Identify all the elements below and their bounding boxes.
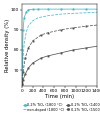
X-axis label: Time (min): Time (min) xyxy=(45,94,74,99)
Y-axis label: Relative density (%): Relative density (%) xyxy=(5,18,10,71)
Legend: 0.2% TiO₂ (1800 °C), non-doped (1800 °C), 0.2% TiO₂ (1400 °C), 0.2% TiO₂ (1500 °: 0.2% TiO₂ (1800 °C), non-doped (1800 °C)… xyxy=(22,103,100,112)
